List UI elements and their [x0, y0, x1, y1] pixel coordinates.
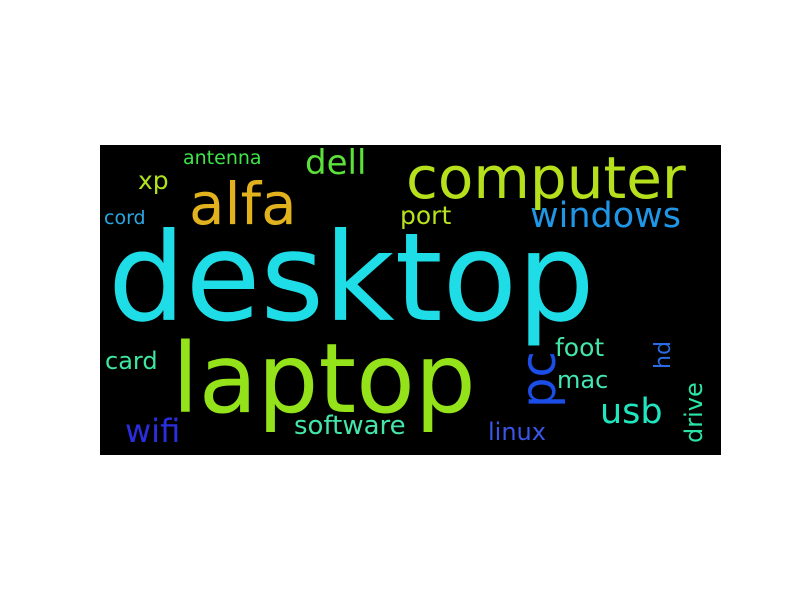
word-drive: drive	[680, 382, 708, 443]
word-usb: usb	[600, 392, 663, 432]
word-antenna: antenna	[183, 147, 262, 169]
word-hd: hd	[651, 341, 676, 369]
word-port: port	[400, 201, 452, 230]
word-dell: dell	[305, 145, 367, 183]
word-software: software	[294, 411, 406, 441]
word-computer: computer	[406, 145, 686, 212]
word-cord: cord	[104, 207, 146, 229]
word-linux: linux	[488, 418, 546, 446]
word-xp: xp	[138, 166, 169, 195]
word-alfa: alfa	[189, 170, 297, 238]
word-card: card	[105, 347, 158, 375]
word-desktop: desktop	[108, 207, 595, 349]
word-laptop: laptop	[172, 323, 476, 435]
word-foot: foot	[555, 333, 605, 362]
word-wifi: wifi	[125, 412, 181, 450]
word-cloud: desktop laptop computer alfa windows del…	[100, 145, 721, 455]
word-mac: mac	[557, 366, 609, 394]
word-windows: windows	[530, 196, 682, 236]
